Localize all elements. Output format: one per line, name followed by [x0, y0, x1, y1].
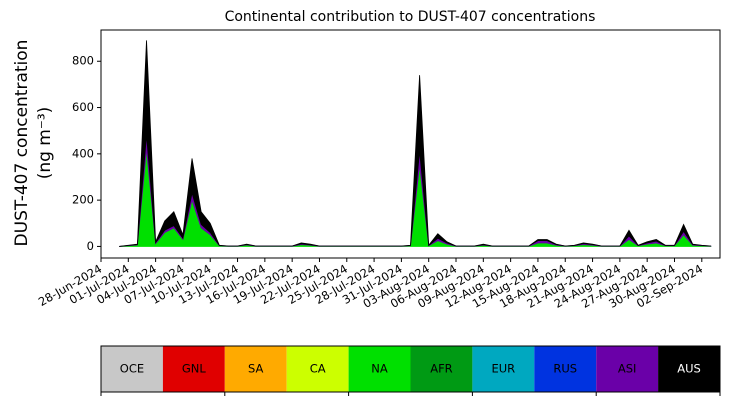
- y-tick-label: 0: [87, 239, 94, 253]
- legend-label: RUS: [553, 362, 577, 376]
- legend-swatch: [596, 346, 659, 392]
- y-tick-label: 600: [72, 100, 94, 114]
- legend-label: SA: [248, 362, 264, 376]
- legend-label: NA: [371, 362, 388, 376]
- legend-label: CA: [310, 362, 326, 376]
- y-axis-label: DUST-407 concentration: [12, 40, 32, 247]
- legend-swatch: [472, 346, 535, 392]
- legend-frame: [100, 345, 721, 393]
- legend-swatch: [348, 346, 411, 392]
- plot-frame: [100, 29, 721, 259]
- y-axis-label: (ng m⁻³): [35, 107, 55, 180]
- legend-label: ASI: [618, 362, 637, 376]
- legend-swatch: [101, 346, 163, 392]
- legend-label: GNL: [182, 362, 207, 376]
- legend-swatch: [534, 346, 597, 392]
- legend-swatch: [224, 346, 287, 392]
- y-tick-label: 800: [72, 54, 94, 68]
- legend-label: EUR: [492, 362, 516, 376]
- chart-title: Continental contribution to DUST-407 con…: [225, 9, 596, 25]
- legend-swatch: [410, 346, 473, 392]
- y-tick-label: 400: [72, 146, 94, 160]
- legend-swatch: [286, 346, 349, 392]
- y-tick-label: 200: [72, 193, 94, 207]
- legend-label: AFR: [430, 362, 452, 376]
- area: [119, 40, 711, 247]
- legend-label: OCE: [120, 362, 144, 376]
- legend-label: AUS: [677, 362, 701, 376]
- legend-swatch: [162, 346, 225, 392]
- legend-swatch: [658, 346, 720, 392]
